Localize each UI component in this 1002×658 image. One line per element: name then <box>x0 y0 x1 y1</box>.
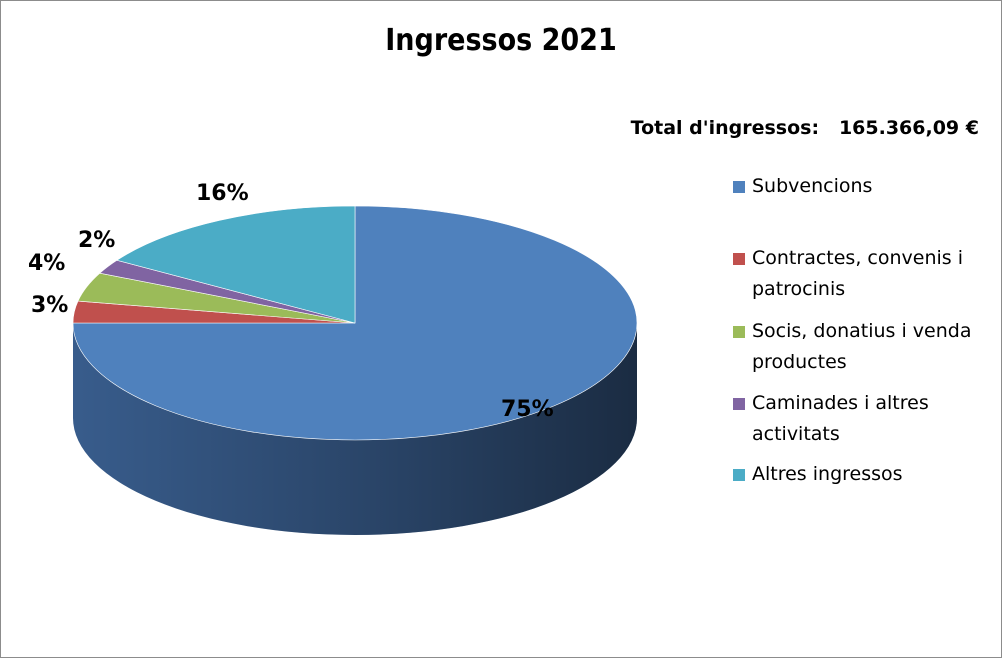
legend-label-caminades: Caminades i altres activitats <box>752 392 929 445</box>
legend-item-altres: Altres ingressos <box>733 459 988 490</box>
pct-label-caminades: 2% <box>78 228 116 253</box>
pie-slice-subvencions <box>72 205 638 441</box>
legend-label-subvencions: Subvencions <box>752 175 873 197</box>
legend-swatch-caminades <box>733 398 745 410</box>
legend-item-caminades: Caminades i altres activitats <box>733 388 988 450</box>
legend-swatch-subvencions <box>733 181 745 193</box>
pct-label-socis: 4% <box>28 251 66 276</box>
legend-swatch-contractes <box>733 253 745 265</box>
total-income-value: 165.366,09 € <box>838 117 979 139</box>
pct-label-contractes: 3% <box>31 293 69 318</box>
pct-label-altres: 16% <box>196 181 249 206</box>
legend-swatch-altres <box>733 469 745 481</box>
total-income: Total d'ingressos: 165.366,09 € <box>631 117 979 139</box>
legend-item-socis: Socis, donatius i venda productes <box>733 316 988 378</box>
pct-label-subvencions: 75% <box>501 397 554 422</box>
total-income-label: Total d'ingressos: <box>630 117 820 139</box>
legend-item-contractes: Contractes, convenis i patrocinis <box>733 243 988 305</box>
legend-label-altres: Altres ingressos <box>752 463 903 485</box>
pie-side-shade-subvencions <box>73 323 637 535</box>
chart-title: Ingressos 2021 <box>385 23 617 58</box>
legend-swatch-socis <box>733 326 745 338</box>
legend-label-socis: Socis, donatius i venda productes <box>752 320 972 373</box>
pie-slice-altres <box>116 205 356 324</box>
legend-label-contractes: Contractes, convenis i patrocinis <box>752 247 963 300</box>
legend-item-subvencions: Subvencions <box>733 171 988 202</box>
